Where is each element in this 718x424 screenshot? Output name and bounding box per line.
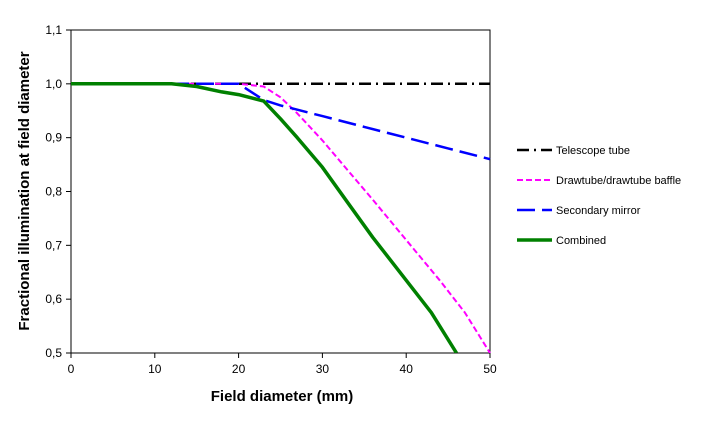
y-tick-label: 0,9 — [45, 131, 62, 145]
legend-label: Drawtube/drawtube baffle — [556, 175, 681, 187]
legend-label: Telescope tube — [556, 145, 630, 157]
y-tick-label: 1,1 — [45, 23, 62, 37]
y-tick-label: 1,0 — [45, 77, 62, 91]
x-axis-title: Field diameter (mm) — [211, 388, 354, 405]
x-tick-label: 10 — [148, 362, 162, 376]
x-tick-label: 50 — [483, 362, 497, 376]
x-tick-label: 20 — [232, 362, 246, 376]
y-tick-label: 0,7 — [45, 238, 62, 252]
legend: Telescope tube Drawtube/drawtube baffle Se… — [517, 145, 681, 247]
x-tick-label: 40 — [400, 362, 414, 376]
series-line-combined — [71, 82, 458, 353]
legend-label: Secondary mirror — [556, 205, 641, 217]
x-tick-label: 30 — [316, 362, 330, 376]
y-tick-label: 0,5 — [45, 346, 62, 360]
plot-lines — [71, 82, 491, 353]
legend-label: Combined — [556, 235, 606, 247]
series-line-secondary-mirror — [71, 82, 491, 161]
y-tick-label: 0,8 — [45, 185, 62, 199]
x-tick-label: 0 — [68, 362, 75, 376]
y-axis-title: Fractional illumination at field diamete… — [16, 51, 33, 330]
y-tick-label: 0,6 — [45, 292, 62, 306]
axes: 0 10 20 30 40 50 0,5 0,6 0,7 0,8 0,9 1,0 1,1 — [45, 23, 497, 376]
